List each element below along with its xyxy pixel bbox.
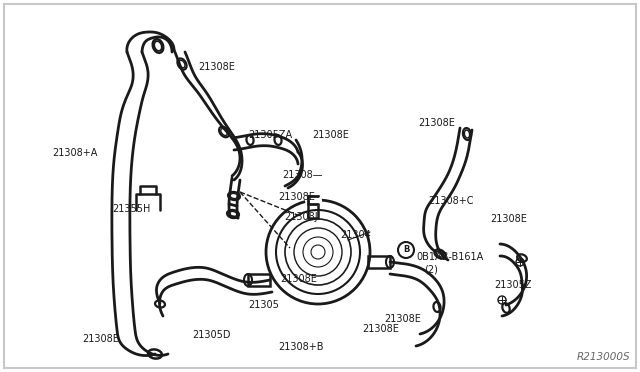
- Text: 21308E: 21308E: [278, 192, 315, 202]
- Text: 21308E: 21308E: [418, 118, 455, 128]
- Bar: [248, 274, 270, 286]
- Text: 21308E: 21308E: [280, 274, 317, 284]
- Text: 21305ZA: 21305ZA: [248, 130, 292, 140]
- Text: B: B: [403, 246, 409, 254]
- Text: 21308E: 21308E: [384, 314, 421, 324]
- Text: 21308J: 21308J: [284, 212, 317, 222]
- Text: 21308+B: 21308+B: [278, 342, 323, 352]
- Text: 21308—: 21308—: [282, 170, 323, 180]
- Text: (2): (2): [424, 265, 438, 275]
- Text: 21308+C: 21308+C: [428, 196, 474, 206]
- Text: 0B1AB-B161A: 0B1AB-B161A: [416, 252, 483, 262]
- Text: 21308E: 21308E: [82, 334, 119, 344]
- Text: R213000S: R213000S: [577, 352, 630, 362]
- Text: 21308+A: 21308+A: [52, 148, 97, 158]
- Text: 21308E: 21308E: [312, 130, 349, 140]
- Text: 21308E: 21308E: [490, 214, 527, 224]
- Text: 21305: 21305: [248, 300, 279, 310]
- Text: 21308E: 21308E: [362, 324, 399, 334]
- Text: 21355H: 21355H: [112, 204, 150, 214]
- Bar: [368, 256, 390, 268]
- Text: 21305D: 21305D: [192, 330, 230, 340]
- Text: 21308E: 21308E: [198, 62, 235, 72]
- Text: 21305Z: 21305Z: [494, 280, 531, 290]
- Text: 21304: 21304: [340, 230, 371, 240]
- Bar: [308, 196, 318, 218]
